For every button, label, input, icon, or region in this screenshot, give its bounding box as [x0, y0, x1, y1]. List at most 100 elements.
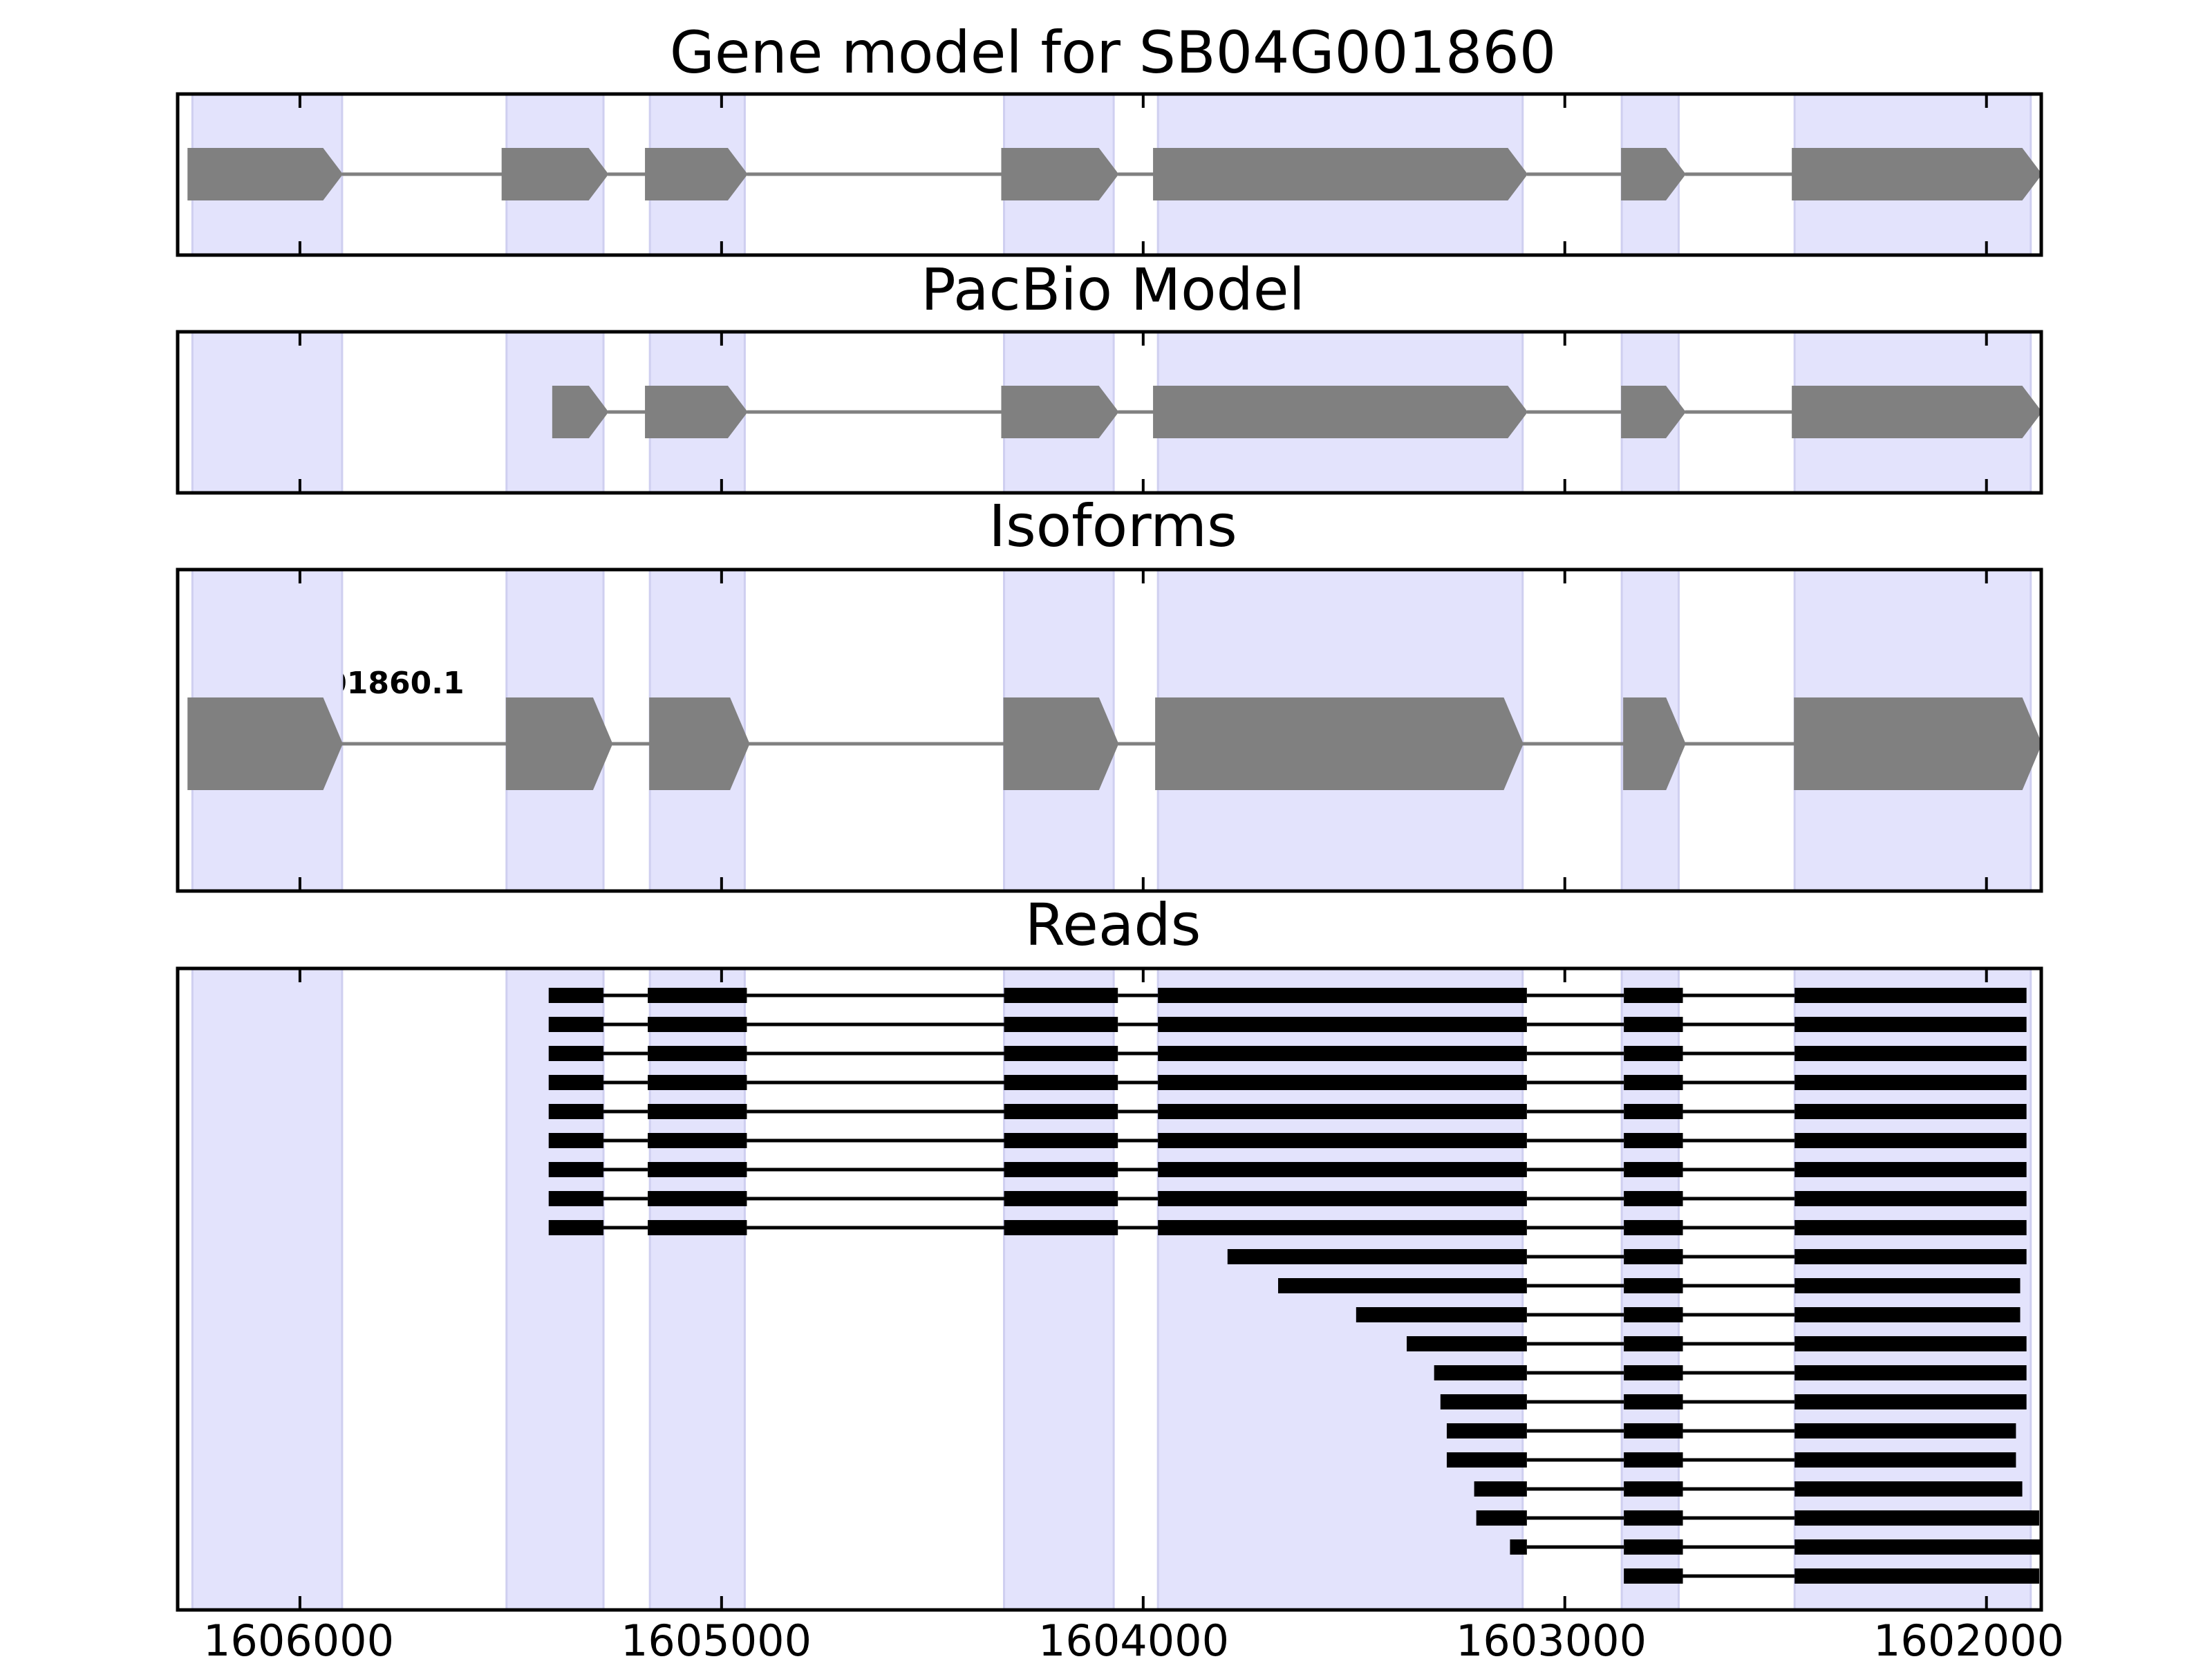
- read-exon: [548, 988, 604, 1003]
- read-exon: [1624, 1017, 1683, 1032]
- x-tick-label: 1604000: [1038, 1615, 1229, 1659]
- panel-frame: [176, 330, 2043, 495]
- isoform-exon: [1794, 697, 2043, 790]
- gene-model-exon: [187, 148, 344, 200]
- isoform-exon: [1623, 697, 1686, 790]
- read-exon: [1624, 1539, 1683, 1555]
- read-exon: [1158, 1075, 1527, 1090]
- read-exon: [1624, 1481, 1683, 1497]
- read-exon: [1158, 1191, 1527, 1206]
- panel-title-reads: Reads: [1025, 891, 1201, 959]
- read-exon: [1794, 1249, 2027, 1264]
- read-exon: [1794, 1278, 2021, 1293]
- read-exon: [1474, 1481, 1527, 1497]
- exon-highlight-region: [506, 968, 604, 1610]
- read-exon: [1476, 1510, 1527, 1526]
- read-exon: [1624, 1046, 1683, 1061]
- read-exon: [1510, 1539, 1527, 1555]
- read-exon: [1004, 1191, 1118, 1206]
- isoform-exon: [505, 697, 613, 790]
- chart-marks: [176, 92, 2043, 1612]
- read-exon: [1794, 1510, 2039, 1526]
- isoform-exon: [1003, 697, 1119, 790]
- read-exon: [648, 1133, 747, 1148]
- exon-highlight-region: [192, 968, 342, 1610]
- read-exon: [1624, 1162, 1683, 1177]
- read-exon: [1624, 1452, 1683, 1468]
- read-exon: [1356, 1307, 1527, 1322]
- exon-highlight-region: [1004, 968, 1114, 1610]
- read-exon: [1004, 1046, 1118, 1061]
- gene-model-exon: [645, 148, 748, 200]
- exon-highlight-region: [192, 332, 342, 493]
- read-exon: [648, 1046, 747, 1061]
- read-exon: [1624, 1336, 1683, 1351]
- gene-model-exon: [1621, 148, 1686, 200]
- gene-model-exon: [501, 148, 609, 200]
- read-exon: [1794, 1336, 2027, 1351]
- read-exon: [648, 1191, 747, 1206]
- read-exon: [1794, 1394, 2027, 1409]
- read-exon: [1004, 1220, 1118, 1235]
- read-exon: [1004, 1133, 1118, 1148]
- read-exon: [1624, 1075, 1683, 1090]
- read-exon: [548, 1017, 604, 1032]
- read-exon: [1794, 1133, 2027, 1148]
- read-exon: [1794, 1539, 2041, 1555]
- read-exon: [1004, 1162, 1118, 1177]
- read-exon: [1158, 988, 1527, 1003]
- x-tick-label: 1605000: [621, 1615, 812, 1659]
- read-exon: [548, 1046, 604, 1061]
- read-exon: [548, 1104, 604, 1119]
- read-exon: [1624, 1568, 1683, 1584]
- read-exon: [548, 1075, 604, 1090]
- read-exon: [1158, 1046, 1527, 1061]
- panel-frame: [176, 966, 2043, 1612]
- read-exon: [1624, 1394, 1683, 1409]
- read-exon: [1794, 1568, 2039, 1584]
- read-exon: [1624, 1423, 1683, 1438]
- read-exon: [1446, 1452, 1527, 1468]
- read-exon: [1794, 1481, 2023, 1497]
- pacbio-model-exon: [552, 386, 609, 438]
- pacbio-model-exon: [1001, 386, 1119, 438]
- read-exon: [1004, 1017, 1118, 1032]
- read-exon: [648, 1162, 747, 1177]
- read-exon: [548, 1133, 604, 1148]
- read-exon: [1158, 1162, 1527, 1177]
- read-exon: [1794, 1452, 2016, 1468]
- read-exon: [1004, 1104, 1118, 1119]
- read-exon: [1794, 1307, 2021, 1322]
- read-exon: [648, 1220, 747, 1235]
- read-exon: [1624, 1133, 1683, 1148]
- read-exon: [548, 1220, 604, 1235]
- read-exon: [1624, 1307, 1683, 1322]
- read-exon: [1004, 988, 1118, 1003]
- pacbio-model-exon: [1621, 386, 1686, 438]
- gene-model-exon: [1792, 148, 2043, 200]
- x-tick-label: 1606000: [203, 1615, 394, 1659]
- read-exon: [548, 1162, 604, 1177]
- read-exon: [1446, 1423, 1527, 1438]
- read-exon: [1794, 1220, 2027, 1235]
- panel-title-gene-model: Gene model for SB04G001860: [670, 19, 1556, 86]
- read-exon: [1158, 1133, 1527, 1148]
- read-exon: [1434, 1365, 1527, 1380]
- read-exon: [1794, 1162, 2027, 1177]
- read-exon: [1624, 1220, 1683, 1235]
- panel-frame: [176, 568, 2043, 893]
- read-exon: [1277, 1278, 1527, 1293]
- read-exon: [1624, 988, 1683, 1003]
- read-exon: [1624, 1365, 1683, 1380]
- panel-title-pacbio-model: PacBio Model: [921, 256, 1305, 324]
- read-exon: [648, 1104, 747, 1119]
- read-exon: [1407, 1336, 1527, 1351]
- read-exon: [1158, 1017, 1527, 1032]
- read-exon: [1624, 1104, 1683, 1119]
- read-exon: [1004, 1075, 1118, 1090]
- read-exon: [1624, 1510, 1683, 1526]
- isoform-exon: [649, 697, 750, 790]
- isoform-exon: [187, 697, 343, 790]
- gene-model-exon: [1001, 148, 1119, 200]
